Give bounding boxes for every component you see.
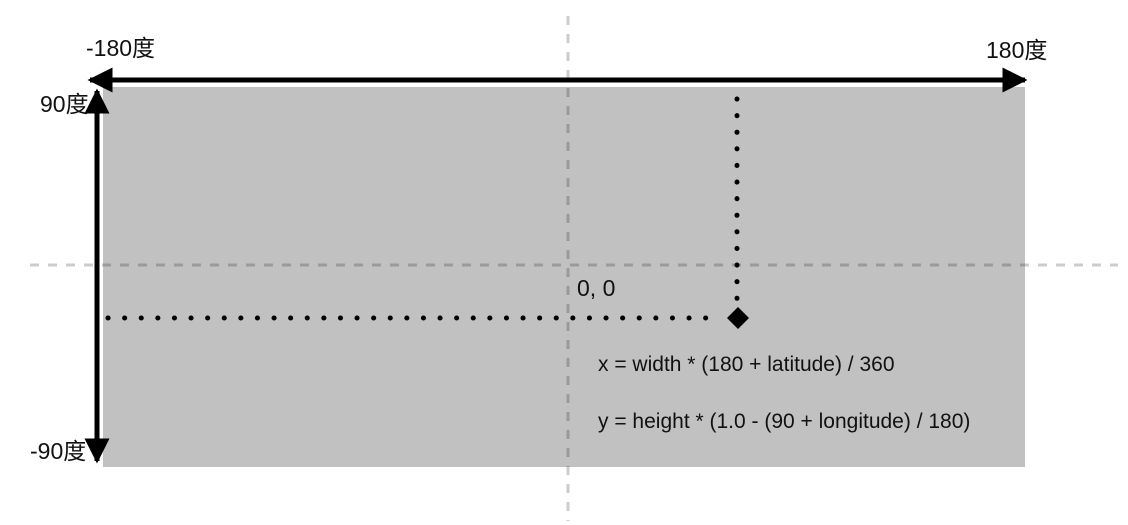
formula-y: y = height * (1.0 - (90 + longitude) / 1…: [598, 410, 971, 433]
map-area: [103, 87, 1025, 467]
formula-x: x = width * (180 + latitude) / 360: [598, 353, 895, 376]
label-origin: 0, 0: [577, 275, 616, 301]
label-latitude-max: 90度: [40, 91, 89, 117]
label-latitude-min: -90度: [30, 438, 87, 464]
label-longitude-max: 180度: [986, 37, 1048, 63]
label-longitude-min: -180度: [86, 35, 156, 61]
point-marker-diamond: [727, 307, 749, 329]
